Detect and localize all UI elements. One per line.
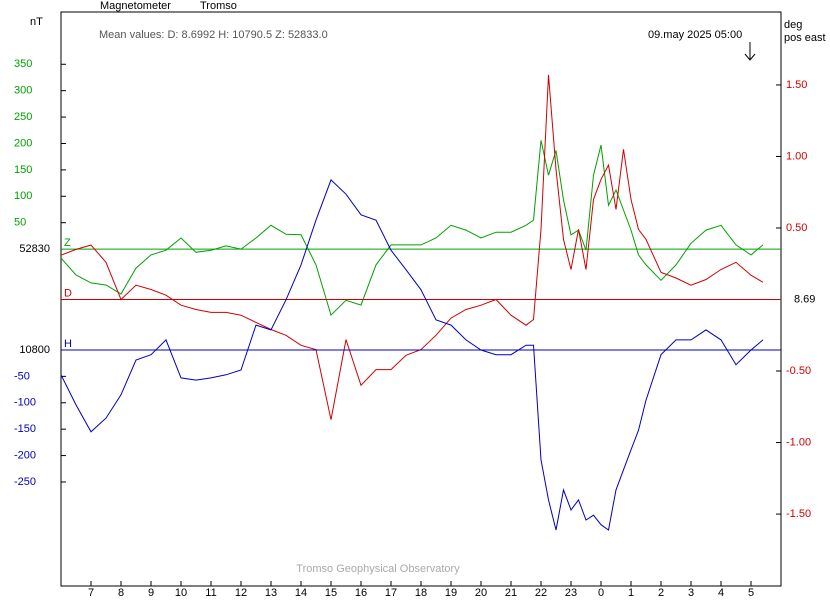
x-tick-label: 19: [445, 587, 457, 599]
x-tick-label: 23: [565, 587, 577, 599]
y-tick-label: -50: [14, 370, 30, 382]
y-tick-label: 100: [14, 190, 32, 202]
timestamp: 09.may 2025 05:00: [648, 29, 742, 41]
y2-tick-label: 1.50: [786, 79, 807, 91]
y-tick-label: -200: [14, 449, 36, 461]
x-tick-label: 20: [475, 587, 487, 599]
y-tick-label: -250: [14, 476, 36, 488]
x-tick-label: 22: [535, 587, 547, 599]
arrow: [744, 42, 756, 61]
baseline-label: 8.69: [794, 293, 815, 305]
y2-axis-label: pos east: [784, 32, 826, 44]
series-line: [60, 74, 764, 420]
y2-axis-label: deg: [784, 19, 802, 31]
y-axis-label: nT: [30, 16, 43, 28]
y-tick-label: 200: [14, 137, 32, 149]
chart-title: Magnetometer: [100, 0, 171, 12]
series-line: [60, 140, 764, 317]
baseline-label: 10800: [19, 344, 50, 356]
series-name: D: [64, 287, 72, 299]
y2-tick-label: 0.50: [786, 222, 807, 234]
x-tick-label: 4: [718, 587, 724, 599]
x-tick-label: 10: [175, 587, 187, 599]
x-tick-label: 16: [355, 587, 367, 599]
x-tick-label: 2: [658, 587, 664, 599]
x-tick-label: 0: [598, 587, 604, 599]
x-tick-label: 18: [415, 587, 427, 599]
y2-tick-label: 1.00: [786, 150, 807, 162]
x-tick-label: 1: [628, 587, 634, 599]
y-tick-label: 350: [14, 58, 32, 70]
x-tick-label: 12: [235, 587, 247, 599]
y-tick-label: 300: [14, 85, 32, 97]
footer: Tromso Geophysical Observatory: [296, 563, 460, 575]
y2-tick-label: -1.50: [786, 508, 811, 520]
x-tick-label: 13: [265, 587, 277, 599]
x-tick-label: 15: [325, 587, 337, 599]
plot-frame: [60, 11, 782, 587]
y-tick-label: -100: [14, 397, 36, 409]
baseline-label: 52830: [19, 243, 50, 255]
x-tick-label: 5: [748, 587, 754, 599]
series-name: H: [64, 338, 72, 350]
x-tick-label: 3: [688, 587, 694, 599]
x-tick-label: 11: [205, 587, 216, 599]
x-tick-label: 14: [295, 587, 307, 599]
series-line: [60, 179, 764, 531]
station: Tromso: [200, 0, 237, 12]
x-tick-label: 17: [385, 587, 397, 599]
mean-values: Mean values: D: 8.6992 H: 10790.5 Z: 528…: [99, 29, 328, 41]
x-tick-label: 7: [88, 587, 94, 599]
y-tick-label: 150: [14, 164, 32, 176]
y-tick-label: 250: [14, 111, 32, 123]
x-tick-label: 9: [148, 587, 154, 599]
y2-tick-label: -0.50: [786, 365, 811, 377]
series-name: Z: [64, 237, 71, 249]
y2-tick-label: -1.00: [786, 436, 811, 448]
x-tick-label: 21: [505, 587, 517, 599]
y-tick-label: 50: [14, 217, 26, 229]
x-tick-label: 8: [118, 587, 124, 599]
y-tick-label: -150: [14, 423, 36, 435]
